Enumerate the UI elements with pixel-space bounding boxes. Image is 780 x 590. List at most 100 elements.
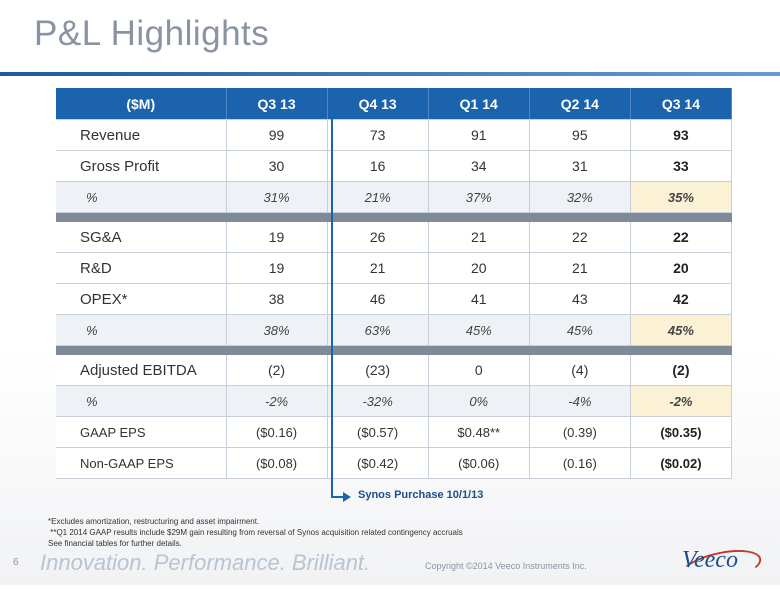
row-label: R&D <box>56 252 227 284</box>
table-cell: 63% <box>327 314 429 346</box>
table-cell: ($0.35) <box>630 416 733 448</box>
table-row-opex-pct: % 38% 63% 45% 45% 45% <box>56 314 733 346</box>
title-divider <box>0 72 780 76</box>
table-row-revenue: Revenue 99 73 91 95 93 <box>56 119 733 151</box>
table-cell: (23) <box>327 355 429 386</box>
table-cell: 30 <box>226 150 328 182</box>
page-title: P&L Highlights <box>34 14 270 53</box>
row-label: SG&A <box>56 222 227 253</box>
table-cell: 0% <box>428 385 530 417</box>
section-separator <box>56 212 732 222</box>
table-cell: 26 <box>327 222 429 253</box>
table-row-ebitda: Adjusted EBITDA (2) (23) 0 (4) (2) <box>56 355 733 386</box>
table-cell: 37% <box>428 181 530 213</box>
header-cell: ($M) <box>56 88 227 120</box>
table-cell: 93 <box>630 119 733 151</box>
table-cell: 22 <box>529 222 631 253</box>
synos-annotation: Synos Purchase 10/1/13 <box>358 489 484 501</box>
table-cell: 35% <box>630 181 733 213</box>
header-cell: Q3 14 <box>630 88 733 120</box>
table-cell: -2% <box>226 385 328 417</box>
table-cell: 21% <box>327 181 429 213</box>
table-cell: 46 <box>327 283 429 315</box>
table-cell: (0.39) <box>529 416 631 448</box>
tagline: Innovation. Performance. Brilliant. <box>40 550 371 575</box>
table-cell: 21 <box>327 252 429 284</box>
table-cell: 95 <box>529 119 631 151</box>
table-cell: 45% <box>630 314 733 346</box>
header-cell: Q2 14 <box>529 88 631 120</box>
footnote: *Excludes amortization, restructuring an… <box>48 517 260 526</box>
table-cell: ($0.57) <box>327 416 429 448</box>
synos-arrow-shaft <box>331 496 345 498</box>
table-row-opex: OPEX* 38 46 41 43 42 <box>56 283 733 315</box>
table-cell: 43 <box>529 283 631 315</box>
table-cell: 31 <box>529 150 631 182</box>
table-cell: 99 <box>226 119 328 151</box>
header-cell: Q4 13 <box>327 88 429 120</box>
section-separator <box>56 345 732 355</box>
table-cell: 38 <box>226 283 328 315</box>
table-cell: 34 <box>428 150 530 182</box>
table-cell: 16 <box>327 150 429 182</box>
table-cell: 45% <box>428 314 530 346</box>
table-cell: 20 <box>428 252 530 284</box>
table-cell: 21 <box>428 222 530 253</box>
header-cell: Q3 13 <box>226 88 328 120</box>
veeco-logo: Veeco <box>682 547 738 573</box>
synos-marker-line <box>331 100 333 497</box>
table-cell: ($0.16) <box>226 416 328 448</box>
copyright: Copyright ©2014 Veeco Instruments Inc. <box>425 561 587 571</box>
table-cell: ($0.42) <box>327 447 429 479</box>
table-cell: ($0.02) <box>630 447 733 479</box>
table-cell: 19 <box>226 252 328 284</box>
pl-table: ($M) Q3 13 Q4 13 Q1 14 Q2 14 Q3 14 Reven… <box>56 88 733 479</box>
table-cell: 45% <box>529 314 631 346</box>
row-label: GAAP EPS <box>56 416 227 448</box>
table-cell: -2% <box>630 385 733 417</box>
table-cell: (4) <box>529 355 631 386</box>
table-cell: 31% <box>226 181 328 213</box>
row-label: Non-GAAP EPS <box>56 447 227 479</box>
arrow-right-icon <box>343 492 351 502</box>
table-header-row: ($M) Q3 13 Q4 13 Q1 14 Q2 14 Q3 14 <box>56 88 733 120</box>
table-cell: 32% <box>529 181 631 213</box>
table-cell: 20 <box>630 252 733 284</box>
table-cell: (2) <box>226 355 328 386</box>
row-label: % <box>56 385 227 417</box>
row-label: % <box>56 314 227 346</box>
table-cell: 22 <box>630 222 733 253</box>
table-row-ebitda-pct: % -2% -32% 0% -4% -2% <box>56 385 733 417</box>
table-cell: 38% <box>226 314 328 346</box>
footnote: **Q1 2014 GAAP results include $29M gain… <box>48 528 463 537</box>
row-label: % <box>56 181 227 213</box>
table-cell: 42 <box>630 283 733 315</box>
row-label: Adjusted EBITDA <box>56 355 227 386</box>
table-row-sga: SG&A 19 26 21 22 22 <box>56 222 733 253</box>
page-number: 6 <box>13 557 19 568</box>
table-cell: 19 <box>226 222 328 253</box>
table-cell: (0.16) <box>529 447 631 479</box>
header-cell: Q1 14 <box>428 88 530 120</box>
table-cell: -32% <box>327 385 429 417</box>
table-row-rd: R&D 19 21 20 21 20 <box>56 252 733 284</box>
table-row-gross-profit: Gross Profit 30 16 34 31 33 <box>56 150 733 182</box>
table-cell: ($0.08) <box>226 447 328 479</box>
table-cell: $0.48** <box>428 416 530 448</box>
table-cell: 0 <box>428 355 530 386</box>
table-cell: (2) <box>630 355 733 386</box>
row-label: OPEX* <box>56 283 227 315</box>
footnote: See financial tables for further details… <box>48 539 182 548</box>
table-cell: ($0.06) <box>428 447 530 479</box>
table-row-nongaap-eps: Non-GAAP EPS ($0.08) ($0.42) ($0.06) (0.… <box>56 447 733 479</box>
table-cell: 33 <box>630 150 733 182</box>
table-cell: 21 <box>529 252 631 284</box>
row-label: Revenue <box>56 119 227 151</box>
table-cell: 41 <box>428 283 530 315</box>
table-row-gaap-eps: GAAP EPS ($0.16) ($0.57) $0.48** (0.39) … <box>56 416 733 448</box>
table-cell: -4% <box>529 385 631 417</box>
table-cell: 91 <box>428 119 530 151</box>
row-label: Gross Profit <box>56 150 227 182</box>
footnotes: *Excludes amortization, restructuring an… <box>48 516 463 549</box>
table-row-gross-pct: % 31% 21% 37% 32% 35% <box>56 181 733 213</box>
